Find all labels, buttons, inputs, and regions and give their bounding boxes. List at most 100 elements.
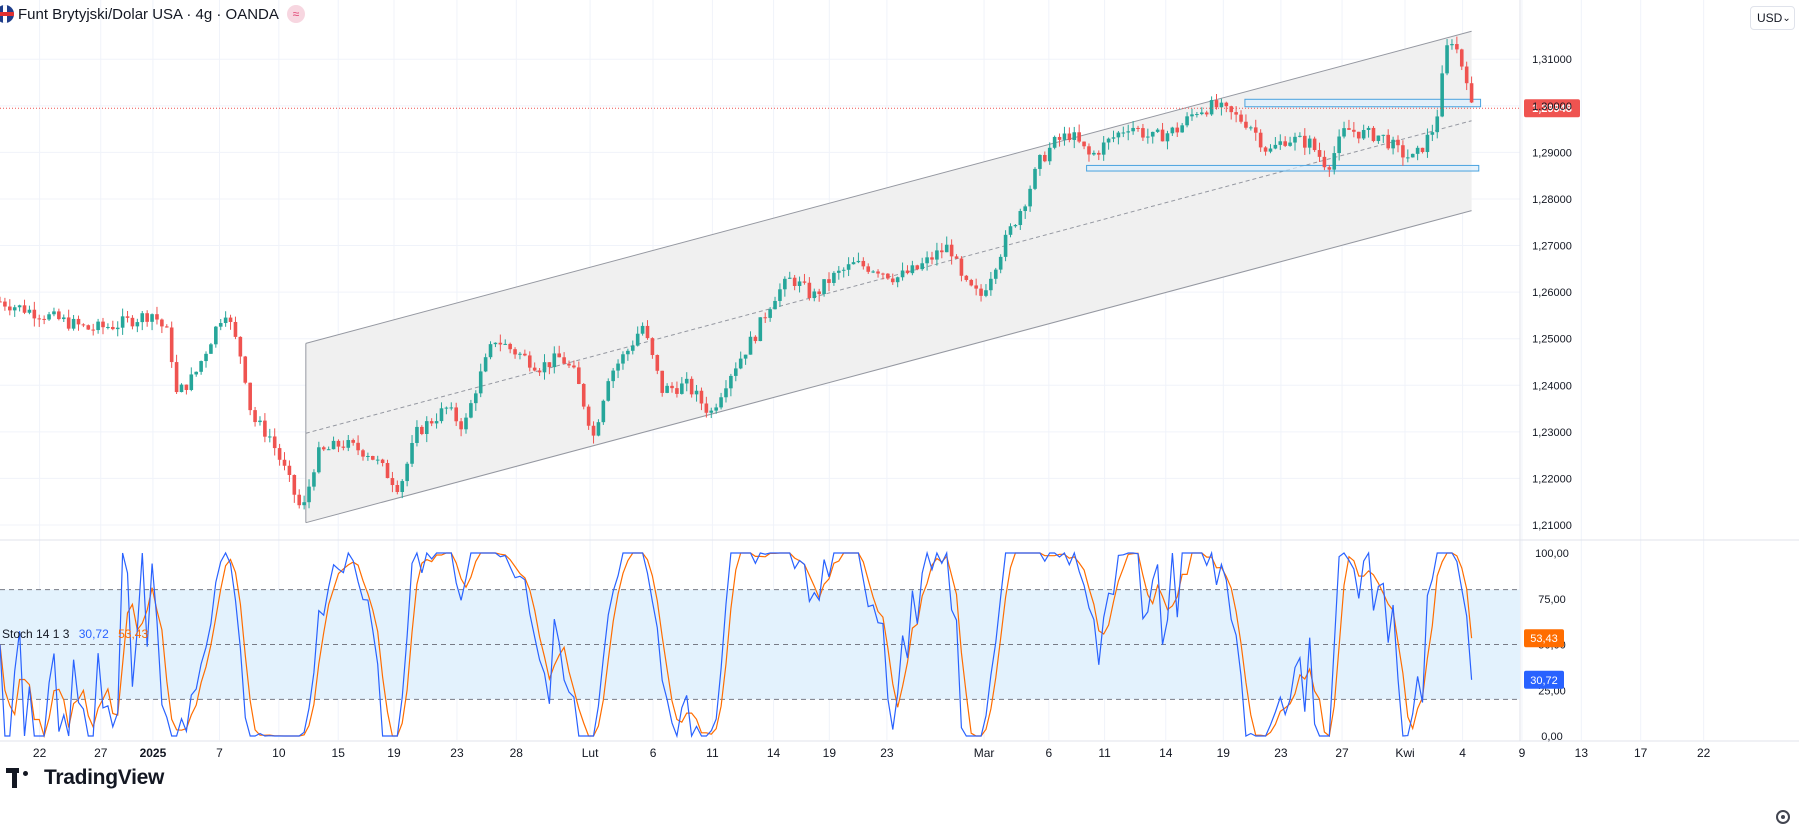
candle-body (439, 408, 444, 422)
candle-body (591, 425, 596, 436)
candle-body (1307, 138, 1312, 148)
candle-body (1420, 147, 1425, 153)
candle-body (596, 422, 601, 436)
tradingview-logo-icon (6, 768, 38, 788)
candle-body (27, 309, 32, 313)
candle-body (42, 318, 46, 320)
candle-body (1018, 211, 1023, 226)
candle-body (189, 374, 194, 390)
currency-button[interactable]: USD ⌄ (1750, 6, 1795, 30)
candle-body (577, 367, 581, 385)
candle-body (969, 279, 974, 286)
candle-body (876, 271, 880, 274)
candle-body (787, 277, 792, 279)
resistance-zone (1244, 98, 1482, 108)
candle-body (1249, 127, 1253, 129)
candle-body (32, 309, 37, 319)
candle-body (12, 307, 17, 311)
candle-body (302, 502, 306, 506)
candle-body (1092, 152, 1096, 155)
candle-body (508, 343, 512, 350)
last-price-tag (1524, 99, 1580, 118)
time-tick-label: Mar (974, 746, 995, 760)
candle-body (292, 474, 297, 495)
candle-body (1415, 147, 1420, 154)
rates-icon[interactable]: ≈ (286, 5, 305, 23)
candle-body (895, 277, 900, 283)
candle-body (817, 291, 821, 295)
candle-body (626, 350, 630, 355)
candle-body (694, 390, 699, 395)
stoch-d-value: 53,43 (118, 627, 149, 641)
candle-body (993, 269, 998, 279)
time-tick-label: 6 (650, 746, 657, 760)
time-tick-label: 19 (387, 746, 401, 760)
candle-body (984, 290, 988, 296)
candle-body (1062, 133, 1067, 140)
candle-body (150, 314, 154, 322)
candle-body (1204, 112, 1209, 115)
candle-body (444, 407, 449, 409)
candle-body (1440, 73, 1444, 117)
candle-body (851, 262, 856, 265)
candle-body (1396, 139, 1400, 146)
time-tick-label: 27 (94, 746, 108, 760)
candle-body (1366, 127, 1371, 130)
candle-body (822, 279, 826, 295)
candle-body (1057, 136, 1062, 140)
candle-body (86, 325, 91, 330)
candle-body (738, 358, 743, 369)
candle-body (76, 318, 81, 325)
stoch-legend[interactable]: Stoch 14 1 3 30,72 53,43 (2, 627, 148, 641)
candle-body (454, 407, 458, 422)
symbol-header[interactable]: Funt Brytyjski/Dolar USA · 4g · OANDA ≈ (0, 4, 305, 24)
candle-body (915, 265, 920, 270)
time-tick-label: 4 (1459, 746, 1466, 760)
candle-body (1160, 129, 1165, 142)
candle-body (532, 367, 537, 371)
candle-body (572, 365, 576, 368)
candle-body (263, 420, 267, 437)
candle-body (719, 397, 723, 408)
candle-body (17, 305, 22, 308)
candle-body (1258, 132, 1263, 148)
time-tick-label: 6 (1045, 746, 1052, 760)
time-tick-label: 14 (767, 746, 781, 760)
price-tick-label: 1,21000 (1532, 520, 1572, 532)
candle-body (415, 426, 419, 443)
candle-body (768, 309, 772, 318)
stoch-tick-label: 100,00 (1535, 548, 1569, 560)
candle-body (1165, 133, 1170, 142)
time-tick-label: 2025 (140, 746, 167, 760)
candle-body (1190, 114, 1194, 117)
candle-body (194, 371, 199, 375)
candle-body (47, 314, 51, 320)
candle-body (238, 336, 243, 357)
candle-body (464, 417, 468, 430)
candle-body (729, 375, 733, 389)
candle-body (1028, 188, 1032, 207)
candle-body (1116, 132, 1121, 138)
price-tick-label: 1,25000 (1532, 334, 1572, 346)
candle-body (1219, 102, 1224, 108)
candle-body (449, 407, 454, 409)
candle-body (1253, 127, 1258, 133)
tradingview-logo[interactable]: TradingView (6, 766, 164, 790)
candle-body (601, 400, 606, 423)
candle-body (1082, 141, 1086, 147)
candle-body (1214, 100, 1219, 108)
candle-body (562, 357, 566, 364)
stoch-d-tag-label: 53,43 (1530, 633, 1558, 645)
settings-gear-icon[interactable] (1776, 810, 1790, 824)
candle-body (1008, 226, 1013, 235)
candle-body (753, 336, 758, 342)
candle-body (1146, 136, 1150, 138)
candle-body (797, 281, 802, 286)
candle-body (8, 306, 12, 311)
candle-body (837, 270, 841, 273)
candle-body (1312, 138, 1317, 151)
candle-body (709, 410, 714, 413)
candle-body (1052, 136, 1057, 148)
candle-body (670, 385, 674, 389)
